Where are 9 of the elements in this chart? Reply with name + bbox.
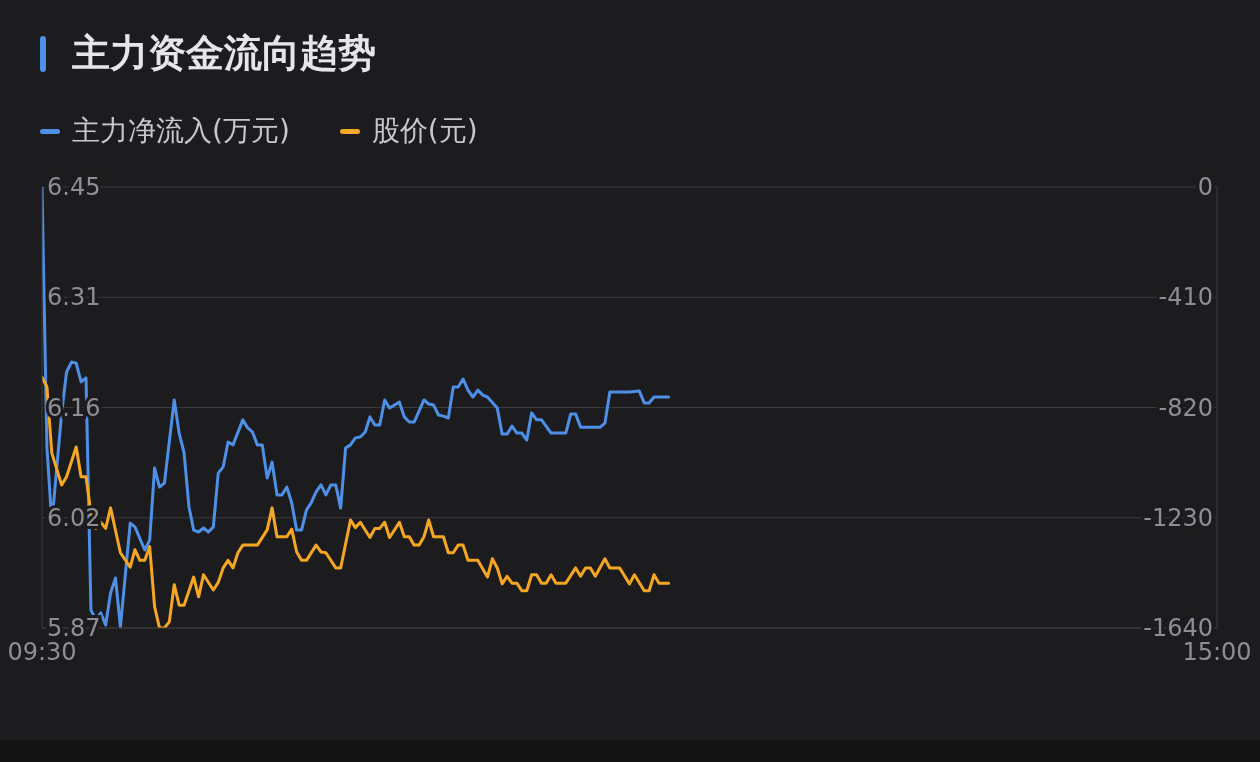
legend-label: 股价(元): [371, 113, 478, 149]
legend-label: 主力净流入(万元): [72, 113, 290, 149]
chart-title: 主力资金流向趋势: [72, 30, 376, 77]
y2-tick-label: -1230: [1143, 503, 1213, 532]
y-tick-label: 6.31: [47, 283, 101, 312]
y-tick-label: 6.45: [47, 173, 101, 201]
y2-tick-label: -410: [1158, 283, 1213, 312]
y2-tick-label: -820: [1158, 393, 1213, 422]
y2-tick-label: 0: [1197, 173, 1213, 201]
